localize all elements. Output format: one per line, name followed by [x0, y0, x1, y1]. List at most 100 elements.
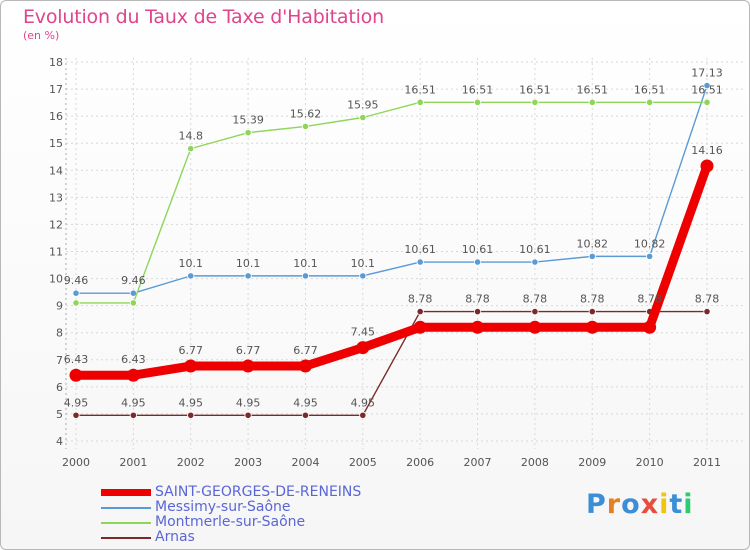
x-tick-label: 2004	[291, 456, 319, 469]
series-line	[75, 84, 708, 294]
data-label: 16.51	[691, 83, 723, 96]
data-label: 14.16	[691, 144, 723, 157]
data-point	[416, 307, 424, 316]
data-point	[359, 272, 367, 280]
data-label: 10.82	[634, 237, 666, 250]
data-point	[356, 341, 370, 355]
legend-swatch	[101, 489, 151, 496]
chart-title: Evolution du Taux de Taxe d'Habitation	[23, 6, 384, 28]
data-point	[588, 98, 596, 106]
data-point	[298, 359, 312, 373]
logo-letter: i	[659, 489, 670, 520]
chart-subtitle: (en %)	[23, 29, 60, 42]
legend-label: Messimy-sur-Saône	[155, 499, 291, 515]
data-point	[413, 320, 427, 334]
y-tick-label: 8	[56, 327, 63, 340]
legend-label: Arnas	[155, 529, 195, 545]
y-tick-label: 6	[56, 381, 63, 394]
logo-letter: x	[640, 489, 660, 520]
data-point	[187, 411, 195, 419]
data-point	[301, 272, 310, 280]
data-label: 8.78	[523, 293, 548, 306]
proxiti-logo: Proxiti	[586, 489, 694, 520]
data-point	[703, 307, 711, 316]
data-label: 15.39	[232, 114, 264, 127]
data-point	[473, 258, 482, 266]
data-label: 10.1	[236, 257, 261, 270]
data-point	[703, 98, 711, 106]
data-label: 4.95	[121, 396, 146, 409]
data-point	[359, 411, 367, 419]
data-label: 6.43	[64, 353, 89, 366]
y-tick-label: 12	[49, 218, 63, 231]
legend-swatch	[101, 522, 151, 524]
x-tick-label: 2006	[406, 456, 434, 469]
data-point	[585, 320, 599, 334]
y-tick-label: 13	[49, 191, 63, 204]
data-label: 16.51	[462, 83, 494, 96]
data-point	[643, 320, 657, 334]
data-point	[700, 159, 714, 173]
data-label: 10.61	[462, 243, 494, 256]
data-label: 10.61	[519, 243, 551, 256]
data-point	[646, 98, 654, 106]
data-point	[416, 98, 424, 106]
data-point	[244, 411, 252, 419]
data-label: 10.1	[293, 257, 318, 270]
data-point	[126, 368, 140, 382]
data-point	[471, 320, 485, 334]
data-point	[72, 299, 80, 307]
legend-swatch	[101, 507, 151, 509]
data-point	[72, 289, 80, 297]
data-label: 16.51	[519, 83, 551, 96]
data-point	[416, 258, 424, 266]
x-tick-label: 2008	[521, 456, 549, 469]
data-point	[531, 258, 539, 266]
data-label: 10.61	[404, 243, 436, 256]
data-label: 10.1	[351, 257, 376, 270]
legend-label: Montmerle-sur-Saône	[155, 514, 306, 530]
y-tick-label: 4	[56, 435, 63, 448]
data-label: 9.46	[64, 274, 89, 287]
y-tick-label: 16	[49, 110, 63, 123]
legend-label: SAINT-GEORGES-DE-RENEINS	[155, 484, 362, 500]
data-point	[301, 122, 310, 131]
series-line	[75, 101, 708, 304]
data-label: 8.78	[408, 293, 433, 306]
data-point	[187, 145, 195, 153]
data-point	[241, 359, 255, 373]
data-point	[588, 307, 596, 316]
data-label: 6.77	[293, 344, 318, 357]
data-point	[187, 272, 195, 280]
y-tick-label: 18	[49, 56, 63, 69]
data-point	[301, 411, 310, 419]
data-point	[531, 307, 539, 316]
data-point	[129, 411, 137, 419]
data-label: 15.62	[290, 107, 322, 120]
data-label: 8.78	[637, 293, 662, 306]
logo-letter: P	[586, 489, 607, 520]
x-tick-label: 2009	[578, 456, 606, 469]
data-point	[703, 81, 711, 90]
data-label: 4.95	[178, 396, 203, 409]
data-point	[473, 307, 482, 316]
x-tick-label: 2000	[62, 456, 90, 469]
data-label: 4.95	[236, 396, 261, 409]
data-label: 8.78	[695, 293, 720, 306]
y-tick-label: 9	[56, 300, 63, 313]
data-point	[646, 252, 654, 260]
data-point	[129, 299, 137, 307]
data-label: 17.13	[691, 67, 723, 80]
data-label: 4.95	[293, 396, 318, 409]
data-label: 16.51	[634, 83, 666, 96]
data-label: 15.95	[347, 98, 379, 111]
y-tick-label: 14	[49, 164, 63, 177]
data-point	[359, 113, 367, 122]
series-line	[75, 310, 708, 416]
y-tick-label: 5	[56, 408, 63, 421]
data-label: 14.8	[178, 130, 203, 143]
logo-letter: t	[669, 489, 684, 520]
data-label: 6.77	[236, 344, 261, 357]
x-tick-label: 2007	[464, 456, 492, 469]
